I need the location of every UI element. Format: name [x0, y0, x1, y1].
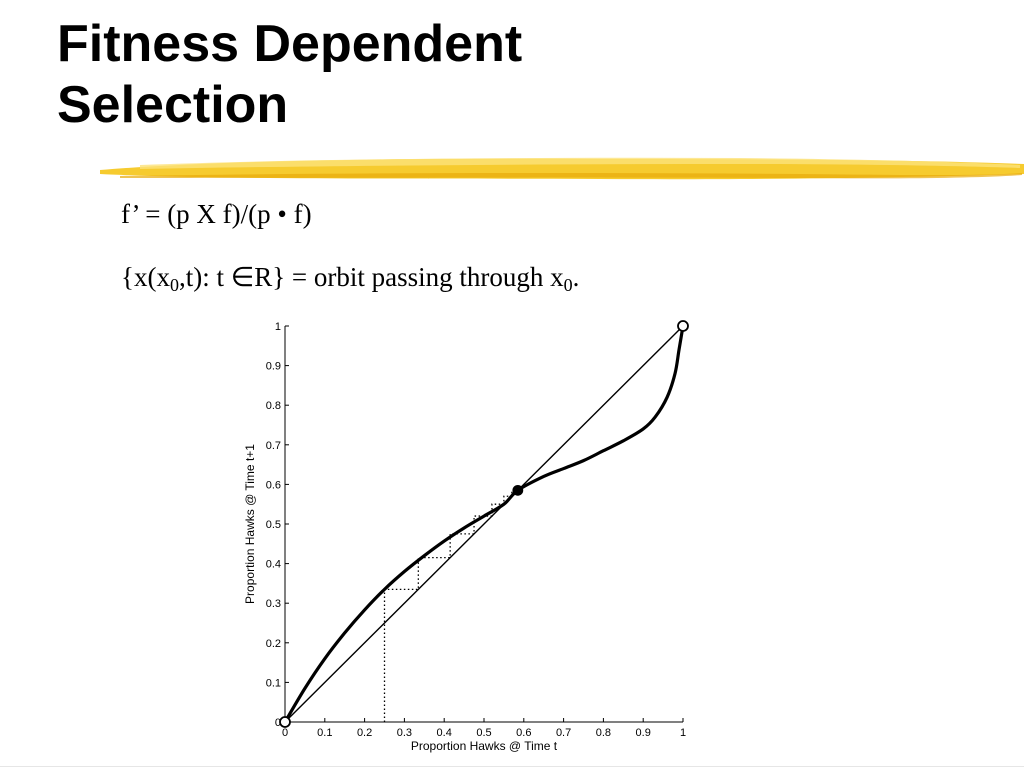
x-tick-label: 0.8: [596, 727, 611, 739]
fixed-point-marker: [513, 486, 522, 495]
y-tick-label: 1: [275, 321, 281, 333]
formula-orbit-sub-1: 0: [170, 275, 179, 295]
y-tick-label: 0.9: [266, 361, 281, 373]
slide-title-line-1: Fitness Dependent: [57, 14, 522, 75]
x-tick-label: 0.9: [636, 727, 651, 739]
formula-orbit: {x(x0,t): t ∈R} = orbit passing through …: [121, 262, 579, 293]
y-tick-label: 0.2: [266, 638, 281, 650]
y-tick-label: 0.5: [266, 519, 281, 531]
x-tick-label: 0.6: [516, 727, 531, 739]
formula-orbit-sub-2: 0: [564, 275, 573, 295]
x-tick-label: 0.5: [476, 727, 491, 739]
x-tick-label: 0.3: [397, 727, 412, 739]
x-tick-label: 0.1: [317, 727, 332, 739]
x-tick-label: 0.4: [437, 727, 452, 739]
x-tick-label: 0.2: [357, 727, 372, 739]
endpoint-marker: [280, 717, 290, 727]
slide-bottom-border: [0, 766, 1024, 767]
cobweb-path: [385, 490, 518, 722]
y-tick-label: 0.1: [266, 677, 281, 689]
y-axis-label: Proportion Hawks @ Time t+1: [243, 444, 257, 604]
identity-line: [285, 326, 683, 722]
x-tick-label: 0.7: [556, 727, 571, 739]
formula-orbit-open: {x(x: [121, 262, 170, 292]
x-tick-label: 0: [282, 727, 288, 739]
endpoint-marker: [678, 321, 688, 331]
yellow-brush-stroke: [100, 150, 1024, 186]
y-tick-label: 0.3: [266, 598, 281, 610]
x-axis-label: Proportion Hawks @ Time t: [411, 739, 558, 753]
y-tick-label: 0.8: [266, 400, 281, 412]
formula-fitness: f’ = (p X f)/(p • f): [121, 199, 312, 230]
formula-orbit-middle: ,t): t ∈R} = orbit passing through x: [179, 262, 564, 292]
x-tick-label: 1: [680, 727, 686, 739]
cobweb-chart: 0 0.1 0.2 0.3 0.4 0.5 0.6 0.7 0.8 0.9 100.10.20.30…: [236, 310, 716, 768]
y-tick-label: 0.4: [266, 559, 281, 571]
slide-title: Fitness Dependent Selection: [57, 14, 522, 136]
y-tick-label: 0.7: [266, 440, 281, 452]
slide-title-line-2: Selection: [57, 75, 522, 136]
y-tick-label: 0.6: [266, 479, 281, 491]
formula-orbit-end: .: [573, 262, 580, 292]
